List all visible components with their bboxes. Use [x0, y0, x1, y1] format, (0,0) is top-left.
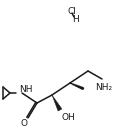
Text: NH: NH [19, 84, 33, 93]
Text: Cl: Cl [67, 7, 76, 16]
Text: H: H [72, 16, 79, 24]
Text: NH₂: NH₂ [95, 82, 112, 92]
Polygon shape [52, 95, 62, 111]
Text: O: O [21, 119, 27, 128]
Text: OH: OH [61, 113, 75, 122]
